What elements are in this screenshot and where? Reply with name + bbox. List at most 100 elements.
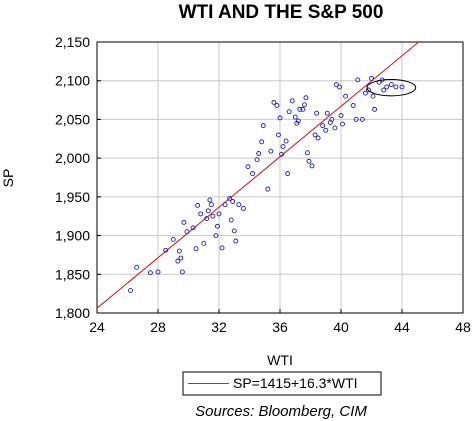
legend-label: SP=1415+16.3*WTI [233,375,358,391]
data-point [350,103,356,108]
data-point [337,84,342,90]
data-point [210,213,216,219]
data-point [201,240,207,246]
data-point [315,135,321,141]
data-point [204,216,210,221]
data-point [381,87,387,93]
data-point [259,139,265,145]
x-tick-label: 48 [455,319,471,335]
y-axis-label: SP [0,169,16,188]
data-point [178,255,184,261]
x-tick-label: 40 [333,319,349,335]
data-point [372,106,377,112]
data-point [207,197,213,203]
data-point [340,121,345,127]
data-point [155,269,161,275]
data-point [208,202,214,208]
data-point [292,114,298,120]
data-point [384,84,390,90]
data-point [279,151,284,157]
data-point [338,113,344,119]
x-tick-label: 36 [272,319,288,335]
data-point [179,269,185,275]
data-point [271,99,277,105]
data-point [222,202,228,208]
y-tick-label: 1,850 [55,266,90,282]
data-point [309,163,315,169]
data-point [240,206,246,211]
x-axis-ticks: 24 28 32 36 40 44 48 [89,309,471,335]
data-point [297,106,303,112]
data-point [280,144,286,149]
data-point [274,103,280,108]
y-tick-label: 1,950 [55,189,90,205]
data-point [301,102,307,108]
data-point [250,171,256,177]
data-point [228,217,234,223]
legend: SP=1415+16.3*WTI [182,371,382,396]
data-point [231,228,237,234]
data-point [353,116,359,122]
data-point [370,93,376,99]
data-point [205,208,211,214]
data-point [320,123,326,129]
data-point [147,270,153,276]
data-point [230,199,236,204]
y-tick-label: 1,800 [55,305,90,321]
data-point [329,116,335,122]
data-point [227,195,233,201]
x-tick-label: 24 [89,319,105,335]
y-axis-ticks: 1,800 1,850 1,900 1,950 2,000 2,050 2,100 2,150 [55,34,101,321]
data-point [388,82,394,88]
data-point [213,233,219,239]
data-point [300,106,306,112]
y-tick-label: 2,000 [55,150,90,166]
data-point [289,98,295,104]
data-point [170,236,176,242]
data-point [366,87,371,93]
data-point [333,82,339,88]
data-point [193,246,199,252]
data-point [343,93,349,99]
data-point [215,223,220,229]
x-tick-label: 28 [150,319,166,335]
legend-box [182,371,382,396]
data-point [198,211,204,217]
data-point [268,148,274,154]
data-point [260,123,266,129]
data-point [216,211,222,217]
data-point [245,164,251,170]
data-point [254,157,260,163]
data-point [176,248,182,254]
data-point [332,125,338,131]
data-point [362,90,368,96]
source-note: Sources: Bloomberg, CIM [195,403,367,420]
data-point [399,84,405,90]
data-point [277,115,283,121]
highlight-ellipse [366,79,417,97]
y-tick-label: 2,150 [55,34,90,50]
data-point [233,238,239,244]
data-point [134,264,140,270]
data-point [286,109,292,115]
data-point [359,116,365,122]
data-point [306,158,312,164]
data-point [369,75,374,81]
x-axis-label: WTI [267,352,293,368]
data-point [276,132,281,138]
y-tick-label: 2,100 [55,73,90,89]
x-tick-label: 32 [211,319,227,335]
data-point [128,288,134,293]
data-point [355,77,361,83]
data-point [195,202,201,208]
data-points [128,75,405,293]
x-tick-label: 44 [394,319,410,335]
data-point [393,84,399,90]
data-point [236,202,242,208]
regression-line [96,41,420,309]
data-point [314,110,320,116]
data-point [295,118,301,124]
data-point [184,229,190,235]
data-point [305,150,310,156]
